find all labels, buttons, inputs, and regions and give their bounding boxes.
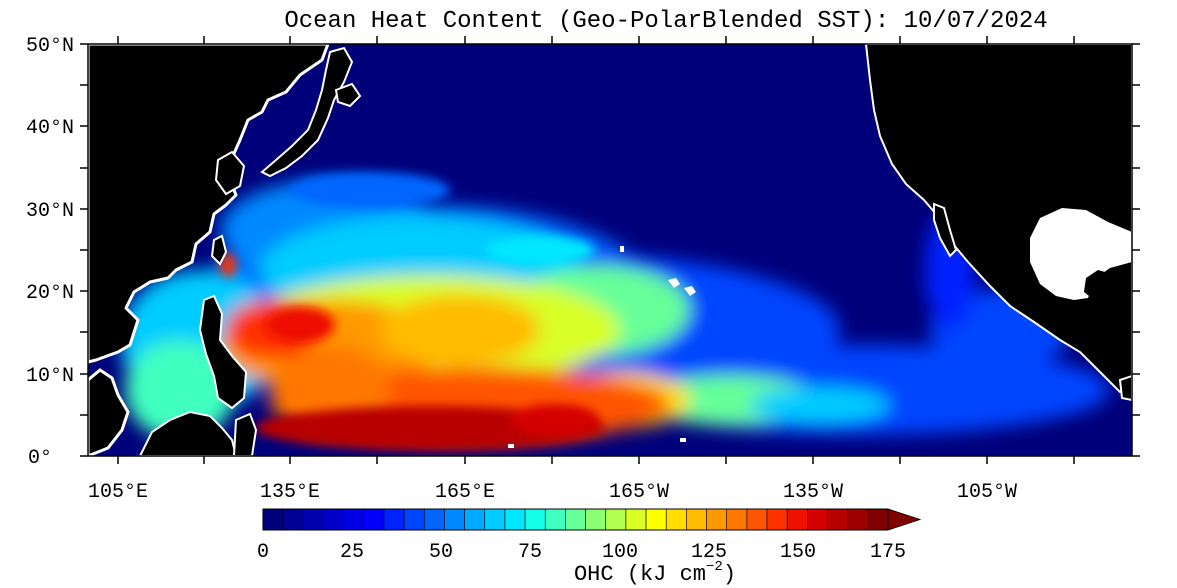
colorbar-tick-label: 25 [340,541,364,564]
unit-main: OHC (kJ cm [574,562,706,587]
lon-label: 105°W [957,481,1017,504]
lat-label: 10°N [26,365,74,388]
colorbar-segment [585,508,607,531]
colorbar-segment [403,508,425,531]
colorbar-segment [746,508,768,531]
colorbar-segment [363,508,385,531]
indochina-peninsula [88,368,130,456]
colorbar-segment [343,508,365,531]
colorbar-segment [827,508,848,531]
ohc-core [220,172,605,450]
missing-data-patch [680,438,686,442]
yucatan-peninsula [1084,270,1112,300]
missing-data-patch [620,246,624,252]
philippines-islands [198,294,248,410]
colorbar-segment [686,508,707,531]
colorbar-tick-label: 100 [602,541,638,564]
colorbar-segment [807,508,828,531]
north-america-landmass [864,44,1132,393]
colorbar-segment [665,508,687,531]
colorbar [262,508,922,531]
colorbar-segment [303,508,324,531]
colorbar-tick-label: 150 [780,541,816,564]
map-panel [88,44,1132,456]
asia-landmass [88,44,330,364]
hokkaido-island [334,82,362,108]
map-ticks [80,36,1140,464]
colorbar-segment [484,508,506,531]
colorbar-segment [766,508,788,531]
colorbar-segment [383,508,405,531]
japan-islands [260,46,354,178]
lat-label: 20°N [26,282,74,305]
colorbar-segment [524,508,546,531]
unit-exponent: −2 [706,559,723,575]
colorbar-tick-label: 125 [691,541,727,564]
map-title: Ocean Heat Content (Geo-PolarBlended SST… [284,8,1047,35]
baja-california [933,202,958,258]
colorbar-segment [423,508,445,531]
colorbar-frame [262,508,889,531]
latitude-labels: 50°N 40°N 30°N 20°N 10°N 0° [26,35,74,470]
colorbar-segment [464,508,486,531]
colorbar-segment [262,508,284,531]
colorbar-segment [504,508,526,531]
lon-label: 135°W [783,481,843,504]
lon-label: 165°E [435,481,495,504]
taiwan-island [210,234,228,266]
colorbar-segment [726,508,748,531]
colorbar-tick-label: 75 [518,541,542,564]
colorbar-tick-label: 0 [257,541,269,564]
colorbar-segment [645,508,667,531]
colorbar-segment [282,508,304,531]
hawaii-islands [668,278,696,296]
colorbar-segment [565,508,586,531]
colorbar-segment [323,508,344,531]
colorbar-unit-label: OHC (kJ cm−2) [574,559,736,587]
colorbar-overflow-arrow [887,508,922,531]
gulf-of-mexico [1030,208,1132,300]
colorbar-segment [706,508,728,531]
unit-close: ) [723,562,736,587]
lat-label: 40°N [26,117,74,140]
colorbar-segment [847,508,869,531]
lat-label: 50°N [26,35,74,58]
lon-label: 105°E [88,481,148,504]
land-masses [88,44,1132,456]
lon-label: 165°W [609,481,669,504]
new-guinea [232,412,258,456]
korea-peninsula [214,150,246,196]
lon-label: 135°E [260,481,320,504]
colorbar-tick-label: 50 [429,541,453,564]
colorbar-segment [444,508,465,531]
colorbar-segment [786,508,808,531]
missing-data-patch [508,444,514,448]
south-america-tip [1118,374,1132,402]
colorbar-segment [867,508,889,531]
colorbar-tick-label: 175 [870,541,906,564]
colorbar-segment [625,508,647,531]
lat-label: 0° [28,447,52,470]
lat-label: 30°N [26,200,74,223]
colorbar-segment [605,508,627,531]
colorbar-segment [544,508,566,531]
colorbar-labels: 0 25 50 75 100 125 150 175 [257,541,906,564]
longitude-labels: 105°E 135°E 165°E 165°W 135°W 105°W [88,481,1017,504]
